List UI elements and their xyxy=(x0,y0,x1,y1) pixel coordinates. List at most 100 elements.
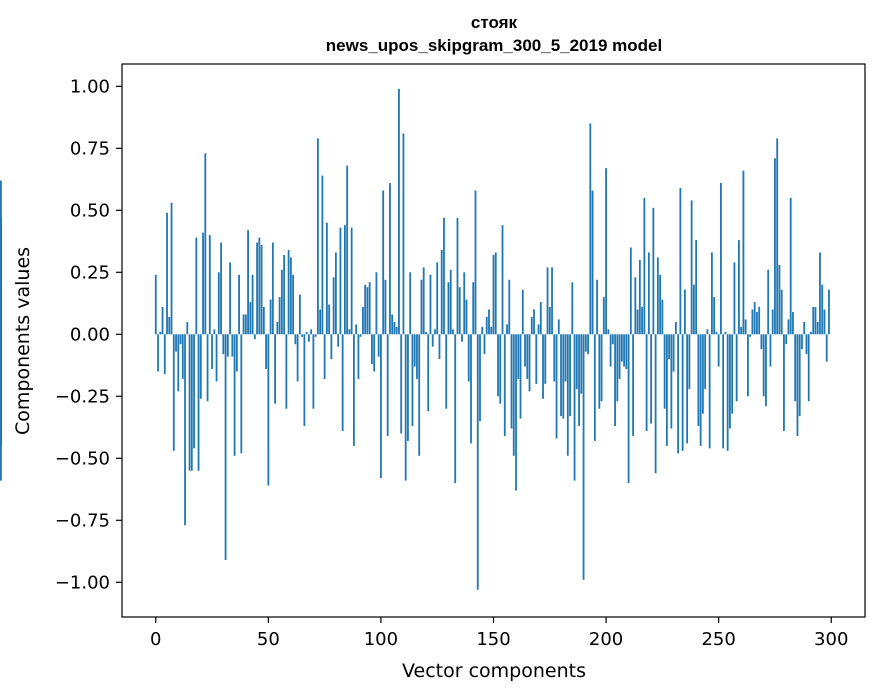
bar-129 xyxy=(445,334,448,409)
bar-21 xyxy=(202,232,204,335)
bar-196 xyxy=(596,279,598,335)
bar-59 xyxy=(287,249,290,335)
bar-72 xyxy=(316,138,319,335)
x-tick-label: 150 xyxy=(476,629,510,650)
bar-170 xyxy=(537,324,540,335)
bar-87 xyxy=(350,227,353,335)
bar-278 xyxy=(780,289,783,335)
bar-102 xyxy=(384,279,387,335)
bar-123 xyxy=(431,334,434,347)
bar-110 xyxy=(402,133,405,335)
y-tick-label: 0.50 xyxy=(70,200,110,221)
bar-55 xyxy=(278,297,281,335)
bar-51 xyxy=(269,299,272,335)
chart-title: стояк xyxy=(471,13,518,32)
bar-176 xyxy=(551,267,553,335)
bar-204 xyxy=(614,334,616,427)
bar-223 xyxy=(656,257,659,335)
bar-0 xyxy=(154,274,157,335)
bar-120 xyxy=(425,331,427,335)
bar-64 xyxy=(298,294,301,335)
bar-7 xyxy=(170,202,173,335)
bar-18 xyxy=(195,237,198,335)
bar-148 xyxy=(488,309,490,335)
bar-5 xyxy=(166,212,168,335)
bar-17 xyxy=(193,334,195,449)
bar-186 xyxy=(573,334,576,481)
bar-249 xyxy=(715,331,718,335)
bar-243 xyxy=(701,334,704,414)
bar-132 xyxy=(452,329,454,335)
bar-79 xyxy=(332,277,335,335)
bar-152 xyxy=(497,334,499,397)
bar-213 xyxy=(634,277,637,335)
bar-19 xyxy=(197,334,200,471)
bar-108 xyxy=(398,88,400,335)
bar-85 xyxy=(346,165,349,335)
x-tick-label: 200 xyxy=(589,629,623,650)
bar-97 xyxy=(373,334,376,372)
bar-154 xyxy=(501,225,504,335)
bar-220 xyxy=(650,334,653,424)
bar-26 xyxy=(213,329,216,335)
bar-69 xyxy=(310,329,313,335)
bar-16 xyxy=(190,334,193,471)
bar-155 xyxy=(503,334,506,436)
bar-255 xyxy=(729,334,731,429)
bar-219 xyxy=(647,252,650,335)
bar-187 xyxy=(575,334,578,389)
bar-113 xyxy=(409,272,412,335)
plot-frame xyxy=(121,63,866,618)
bar-197 xyxy=(598,334,601,409)
y-axis: 1.00 0.75 0.50 0.25 0.00 −0.25 −0.50 −0.75 −1.00 xyxy=(55,76,122,593)
bar-276 xyxy=(776,138,779,335)
bars-group xyxy=(0,88,830,590)
bar-295 xyxy=(819,252,821,335)
x-tick-label: 0 xyxy=(150,629,161,650)
bar-250 xyxy=(717,334,720,367)
x-tick-label: 250 xyxy=(701,629,735,650)
bar-71 xyxy=(314,334,317,337)
bar-67 xyxy=(305,331,308,335)
bar-12 xyxy=(181,334,184,379)
bar-42 xyxy=(249,302,252,335)
bar-195 xyxy=(593,334,596,441)
bar-151 xyxy=(494,252,497,335)
bar-246 xyxy=(708,334,711,449)
bar-78 xyxy=(330,334,333,360)
bar-118 xyxy=(420,279,423,335)
bar-236 xyxy=(686,334,689,444)
bar-172 xyxy=(542,334,544,399)
bar-297 xyxy=(823,309,826,335)
bar-221 xyxy=(652,207,655,335)
bar-279 xyxy=(783,334,785,432)
bar-84 xyxy=(344,225,346,335)
bar-8 xyxy=(172,334,175,451)
bar-198 xyxy=(600,334,603,402)
bar-40 xyxy=(244,314,247,335)
bar-29 xyxy=(220,242,222,335)
bar-160 xyxy=(515,334,517,491)
bar-205 xyxy=(616,334,619,402)
x-axis-label: Vector components xyxy=(402,660,586,682)
bar-53 xyxy=(274,334,276,404)
bar-94 xyxy=(366,287,369,335)
bar-237 xyxy=(688,334,691,389)
bar-285 xyxy=(796,334,799,436)
bar-80 xyxy=(334,252,337,335)
bar-257 xyxy=(733,262,736,335)
bar-126 xyxy=(438,334,441,360)
x-tick-label: 50 xyxy=(257,629,280,650)
bar-156 xyxy=(506,324,508,335)
bar-74 xyxy=(321,175,324,335)
bar-150 xyxy=(492,254,495,335)
bar-258 xyxy=(735,334,738,402)
bar-48 xyxy=(262,307,265,335)
bar-294 xyxy=(816,321,819,335)
y-axis-label: Components values xyxy=(12,247,34,435)
bar-100 xyxy=(380,334,382,479)
bar-undefined xyxy=(0,334,2,397)
bar-36 xyxy=(235,334,238,372)
bar-274 xyxy=(771,309,774,335)
bar-291 xyxy=(810,331,812,335)
